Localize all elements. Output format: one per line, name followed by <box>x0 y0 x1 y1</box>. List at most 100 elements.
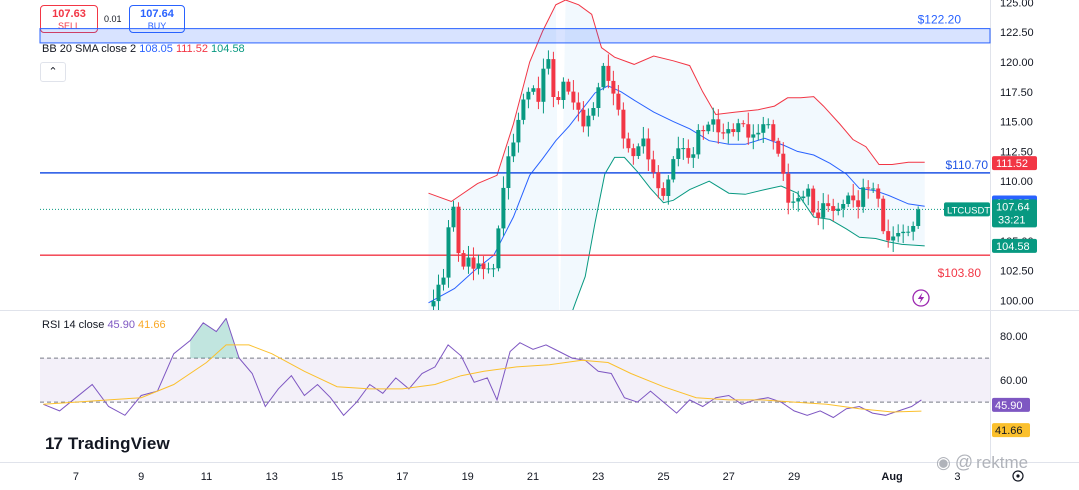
candle-body <box>911 226 916 232</box>
candle-body <box>716 119 721 133</box>
candle-body <box>571 91 576 103</box>
resistance-zone[interactable] <box>39 28 991 44</box>
candle-body <box>496 228 501 269</box>
candle-body <box>521 99 526 120</box>
gear-icon[interactable] <box>1012 470 1024 482</box>
candle-body <box>526 91 531 100</box>
candle-body <box>566 81 571 92</box>
price-tick-label: 100.00 <box>1000 296 1034 308</box>
candle-body <box>546 59 551 69</box>
tradingview-logo-text: TradingView <box>67 434 170 453</box>
candle-body <box>881 198 886 232</box>
candle-body <box>851 195 856 201</box>
candle-body <box>466 257 471 267</box>
candle-body <box>756 132 761 135</box>
candle-body <box>626 138 631 149</box>
bb-lower-price-tag: 104.58 <box>992 238 1037 253</box>
price-axis[interactable]: 100.00102.50105.00107.50110.00112.50115.… <box>1000 0 1034 308</box>
candle-body <box>786 173 791 203</box>
candle-body <box>856 200 861 207</box>
candle-body <box>806 188 811 197</box>
candle-body <box>816 212 821 218</box>
candle-body <box>831 206 836 211</box>
candle-body <box>846 195 851 204</box>
bb-upper-price-tag: 111.52 <box>992 156 1037 171</box>
candle-body <box>676 148 681 159</box>
candle-body <box>536 88 541 102</box>
candle-body <box>691 154 696 158</box>
candle-body <box>611 80 616 94</box>
candle-body <box>836 208 841 211</box>
candle-body <box>541 68 546 102</box>
candle-body <box>871 188 876 190</box>
candles <box>431 50 921 310</box>
rsi-ma-value-tag: 41.66 <box>992 423 1030 438</box>
time-tick-label: 27 <box>723 471 735 483</box>
candle-body <box>591 108 596 116</box>
candle-body <box>826 203 831 207</box>
candle-body <box>576 102 581 110</box>
candle-body <box>606 65 611 81</box>
sell-price: 107.63 <box>52 8 86 20</box>
bb-lower-line <box>572 156 925 310</box>
time-tick-label: 7 <box>73 471 79 483</box>
candle-body <box>726 129 731 134</box>
candle-body <box>791 201 796 203</box>
candle-body <box>841 204 846 209</box>
collapse-legend-button[interactable]: ⌃ <box>40 62 66 82</box>
candle-body <box>656 172 661 189</box>
level-label-low: $103.80 <box>938 266 982 280</box>
candle-body <box>801 196 806 199</box>
candle-body <box>476 263 481 269</box>
lightning-icon[interactable] <box>912 289 930 307</box>
rsi-legend[interactable]: RSI 14 close 45.90 41.66 <box>42 319 166 331</box>
time-tick-label: 13 <box>266 471 278 483</box>
candle-body <box>746 124 751 138</box>
rsi-axis[interactable]: 60.00 80.00 <box>1000 331 1028 387</box>
bb-legend-basis: 108.05 <box>139 43 173 55</box>
candle-body <box>876 188 881 199</box>
candle-body <box>651 159 656 173</box>
time-tick-label: 17 <box>396 471 408 483</box>
sell-label: SELL <box>57 21 81 31</box>
rsi-ma-line <box>43 344 922 413</box>
bb-upper-line <box>428 0 925 203</box>
candle-body <box>601 65 606 88</box>
rsi-legend-value: 45.90 <box>107 319 135 331</box>
candle-body <box>736 123 741 133</box>
candle-body <box>906 231 911 233</box>
candle-body <box>696 130 701 155</box>
bb-lower-tag-text: 104.58 <box>996 241 1030 253</box>
rsi-tick-label: 80.00 <box>1000 331 1028 343</box>
time-tick-label: 9 <box>138 471 144 483</box>
bb-legend[interactable]: BB 20 SMA close 2 108.05 111.52 104.58 <box>42 43 245 55</box>
time-tick-label: 23 <box>592 471 604 483</box>
candle-body <box>461 253 466 267</box>
candle-body <box>436 284 441 302</box>
candle-body <box>701 130 706 132</box>
candle-body <box>596 87 601 108</box>
price-tick-label: 112.50 <box>1000 146 1033 158</box>
candle-body <box>771 124 776 141</box>
candle-body <box>431 301 436 307</box>
bb-basis-line <box>428 85 925 304</box>
candle-body <box>741 123 746 125</box>
candle-body <box>811 188 816 213</box>
bb-legend-lower: 104.58 <box>211 43 245 55</box>
weibo-icon: ◉ <box>936 452 951 472</box>
candle-body <box>456 206 461 254</box>
bb-legend-name: BB 20 SMA close 2 <box>42 43 137 55</box>
bb-legend-upper: 111.52 <box>175 43 208 55</box>
price-tick-label: 122.50 <box>1000 27 1034 39</box>
candle-body <box>776 140 781 154</box>
price-tick-label: 120.00 <box>1000 57 1034 69</box>
tradingview-logo: 17 TradingView <box>45 434 170 454</box>
candle-body <box>561 81 566 100</box>
rsi-tick-label: 60.00 <box>1000 375 1028 387</box>
price-tick-label: 117.50 <box>1000 87 1033 99</box>
buy-price: 107.64 <box>140 8 174 20</box>
candle-body <box>671 159 676 180</box>
candle-body <box>796 198 801 202</box>
time-axis[interactable]: 7 9 11 13 15 17 19 21 23 25 27 29 Aug 3 <box>73 471 961 483</box>
